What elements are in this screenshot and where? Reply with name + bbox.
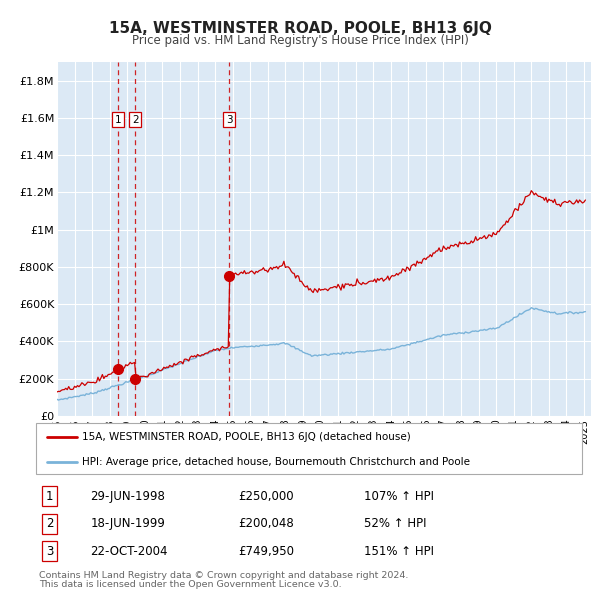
Text: 1: 1 [46, 490, 53, 503]
Text: 52% ↑ HPI: 52% ↑ HPI [364, 517, 426, 530]
Text: 22-OCT-2004: 22-OCT-2004 [91, 545, 168, 558]
Text: 1: 1 [115, 114, 122, 124]
Text: 15A, WESTMINSTER ROAD, POOLE, BH13 6JQ (detached house): 15A, WESTMINSTER ROAD, POOLE, BH13 6JQ (… [82, 432, 411, 442]
Text: 2: 2 [46, 517, 53, 530]
Text: 3: 3 [46, 545, 53, 558]
Text: 2: 2 [132, 114, 139, 124]
Text: Contains HM Land Registry data © Crown copyright and database right 2024.: Contains HM Land Registry data © Crown c… [39, 571, 409, 580]
Text: 3: 3 [226, 114, 233, 124]
Text: £200,048: £200,048 [238, 517, 294, 530]
Text: 18-JUN-1999: 18-JUN-1999 [91, 517, 166, 530]
Text: Price paid vs. HM Land Registry's House Price Index (HPI): Price paid vs. HM Land Registry's House … [131, 34, 469, 47]
Text: 29-JUN-1998: 29-JUN-1998 [91, 490, 166, 503]
Text: 107% ↑ HPI: 107% ↑ HPI [364, 490, 434, 503]
Text: 151% ↑ HPI: 151% ↑ HPI [364, 545, 434, 558]
Text: This data is licensed under the Open Government Licence v3.0.: This data is licensed under the Open Gov… [39, 579, 341, 589]
Text: £749,950: £749,950 [238, 545, 294, 558]
Text: £250,000: £250,000 [238, 490, 293, 503]
Text: 15A, WESTMINSTER ROAD, POOLE, BH13 6JQ: 15A, WESTMINSTER ROAD, POOLE, BH13 6JQ [109, 21, 491, 35]
Text: HPI: Average price, detached house, Bournemouth Christchurch and Poole: HPI: Average price, detached house, Bour… [82, 457, 470, 467]
FancyBboxPatch shape [36, 423, 582, 474]
